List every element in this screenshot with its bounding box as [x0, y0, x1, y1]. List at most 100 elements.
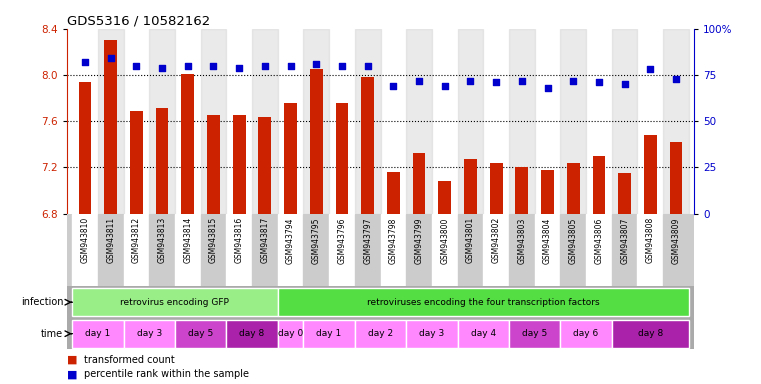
Text: GSM943813: GSM943813	[158, 217, 167, 263]
Bar	[201, 29, 226, 214]
Bar	[156, 108, 168, 214]
Bar	[284, 103, 297, 214]
Point	[361, 63, 374, 69]
Bar	[663, 214, 689, 286]
Bar	[259, 116, 271, 214]
Bar	[278, 288, 689, 316]
Bar	[130, 111, 143, 214]
Bar	[509, 29, 535, 214]
Bar	[457, 214, 483, 286]
Point	[593, 79, 605, 85]
Bar	[670, 142, 683, 214]
Text: ■: ■	[67, 369, 78, 379]
Bar	[541, 170, 554, 214]
Bar	[644, 135, 657, 214]
Text: day 5: day 5	[188, 329, 213, 338]
Text: GSM943807: GSM943807	[620, 217, 629, 263]
Bar	[457, 319, 509, 348]
Text: GSM943816: GSM943816	[234, 217, 244, 263]
Bar	[336, 103, 349, 214]
Text: infection: infection	[21, 297, 63, 307]
Point	[310, 61, 323, 67]
Bar	[181, 74, 194, 214]
Text: GSM943798: GSM943798	[389, 217, 398, 263]
Bar	[78, 82, 91, 214]
Bar	[464, 159, 477, 214]
Point	[207, 63, 219, 69]
Point	[645, 66, 657, 73]
Text: day 3: day 3	[136, 329, 162, 338]
Bar	[278, 214, 304, 286]
Bar	[252, 214, 278, 286]
Text: GSM943806: GSM943806	[594, 217, 603, 263]
Point	[490, 79, 502, 85]
Text: GDS5316 / 10582162: GDS5316 / 10582162	[67, 15, 210, 28]
Bar	[560, 214, 586, 286]
Bar	[560, 29, 586, 214]
Bar	[149, 29, 175, 214]
Point	[413, 78, 425, 84]
Bar	[612, 29, 638, 214]
Text: day 4: day 4	[471, 329, 496, 338]
Bar	[586, 214, 612, 286]
Bar	[226, 214, 252, 286]
Bar	[304, 319, 355, 348]
Point	[104, 55, 116, 61]
Bar	[104, 40, 117, 214]
Bar	[361, 77, 374, 214]
Bar	[380, 214, 406, 286]
Point	[259, 63, 271, 69]
Bar	[618, 173, 631, 214]
Bar	[406, 29, 432, 214]
Text: GSM943802: GSM943802	[492, 217, 501, 263]
Text: retroviruses encoding the four transcription factors: retroviruses encoding the four transcrip…	[367, 298, 600, 307]
Point	[130, 63, 142, 69]
Bar	[278, 319, 304, 348]
Text: GSM943815: GSM943815	[209, 217, 218, 263]
Bar	[98, 214, 123, 286]
Bar	[355, 214, 380, 286]
Bar	[149, 214, 175, 286]
Bar	[612, 319, 689, 348]
Point	[336, 63, 348, 69]
Bar	[123, 319, 175, 348]
Text: GSM943809: GSM943809	[671, 217, 680, 263]
Text: ■: ■	[67, 355, 78, 365]
Text: time: time	[41, 329, 63, 339]
Bar	[207, 115, 220, 214]
Bar	[201, 214, 226, 286]
Text: day 2: day 2	[368, 329, 393, 338]
Text: GSM943799: GSM943799	[415, 217, 424, 264]
Text: GSM943796: GSM943796	[337, 217, 346, 264]
Bar	[509, 214, 535, 286]
Text: percentile rank within the sample: percentile rank within the sample	[84, 369, 249, 379]
Bar	[406, 319, 457, 348]
Bar	[515, 167, 528, 214]
Bar	[567, 163, 580, 214]
Bar	[412, 154, 425, 214]
Bar	[226, 319, 278, 348]
Bar	[535, 214, 560, 286]
Bar	[560, 319, 612, 348]
Text: GSM943794: GSM943794	[286, 217, 295, 264]
Bar	[432, 214, 457, 286]
Bar	[329, 214, 355, 286]
Bar	[355, 29, 380, 214]
Text: day 1: day 1	[317, 329, 342, 338]
Text: day 5: day 5	[522, 329, 547, 338]
Text: GSM943808: GSM943808	[646, 217, 655, 263]
Text: day 0: day 0	[278, 329, 303, 338]
Text: GSM943803: GSM943803	[517, 217, 527, 263]
Text: GSM943797: GSM943797	[363, 217, 372, 264]
Bar	[612, 214, 638, 286]
Point	[542, 85, 554, 91]
Text: retrovirus encoding GFP: retrovirus encoding GFP	[120, 298, 229, 307]
Bar	[457, 29, 483, 214]
Point	[670, 76, 682, 82]
Text: GSM943804: GSM943804	[543, 217, 552, 263]
Text: GSM943814: GSM943814	[183, 217, 193, 263]
Point	[464, 78, 476, 84]
Text: day 1: day 1	[85, 329, 110, 338]
Bar	[490, 163, 502, 214]
Bar	[509, 319, 560, 348]
